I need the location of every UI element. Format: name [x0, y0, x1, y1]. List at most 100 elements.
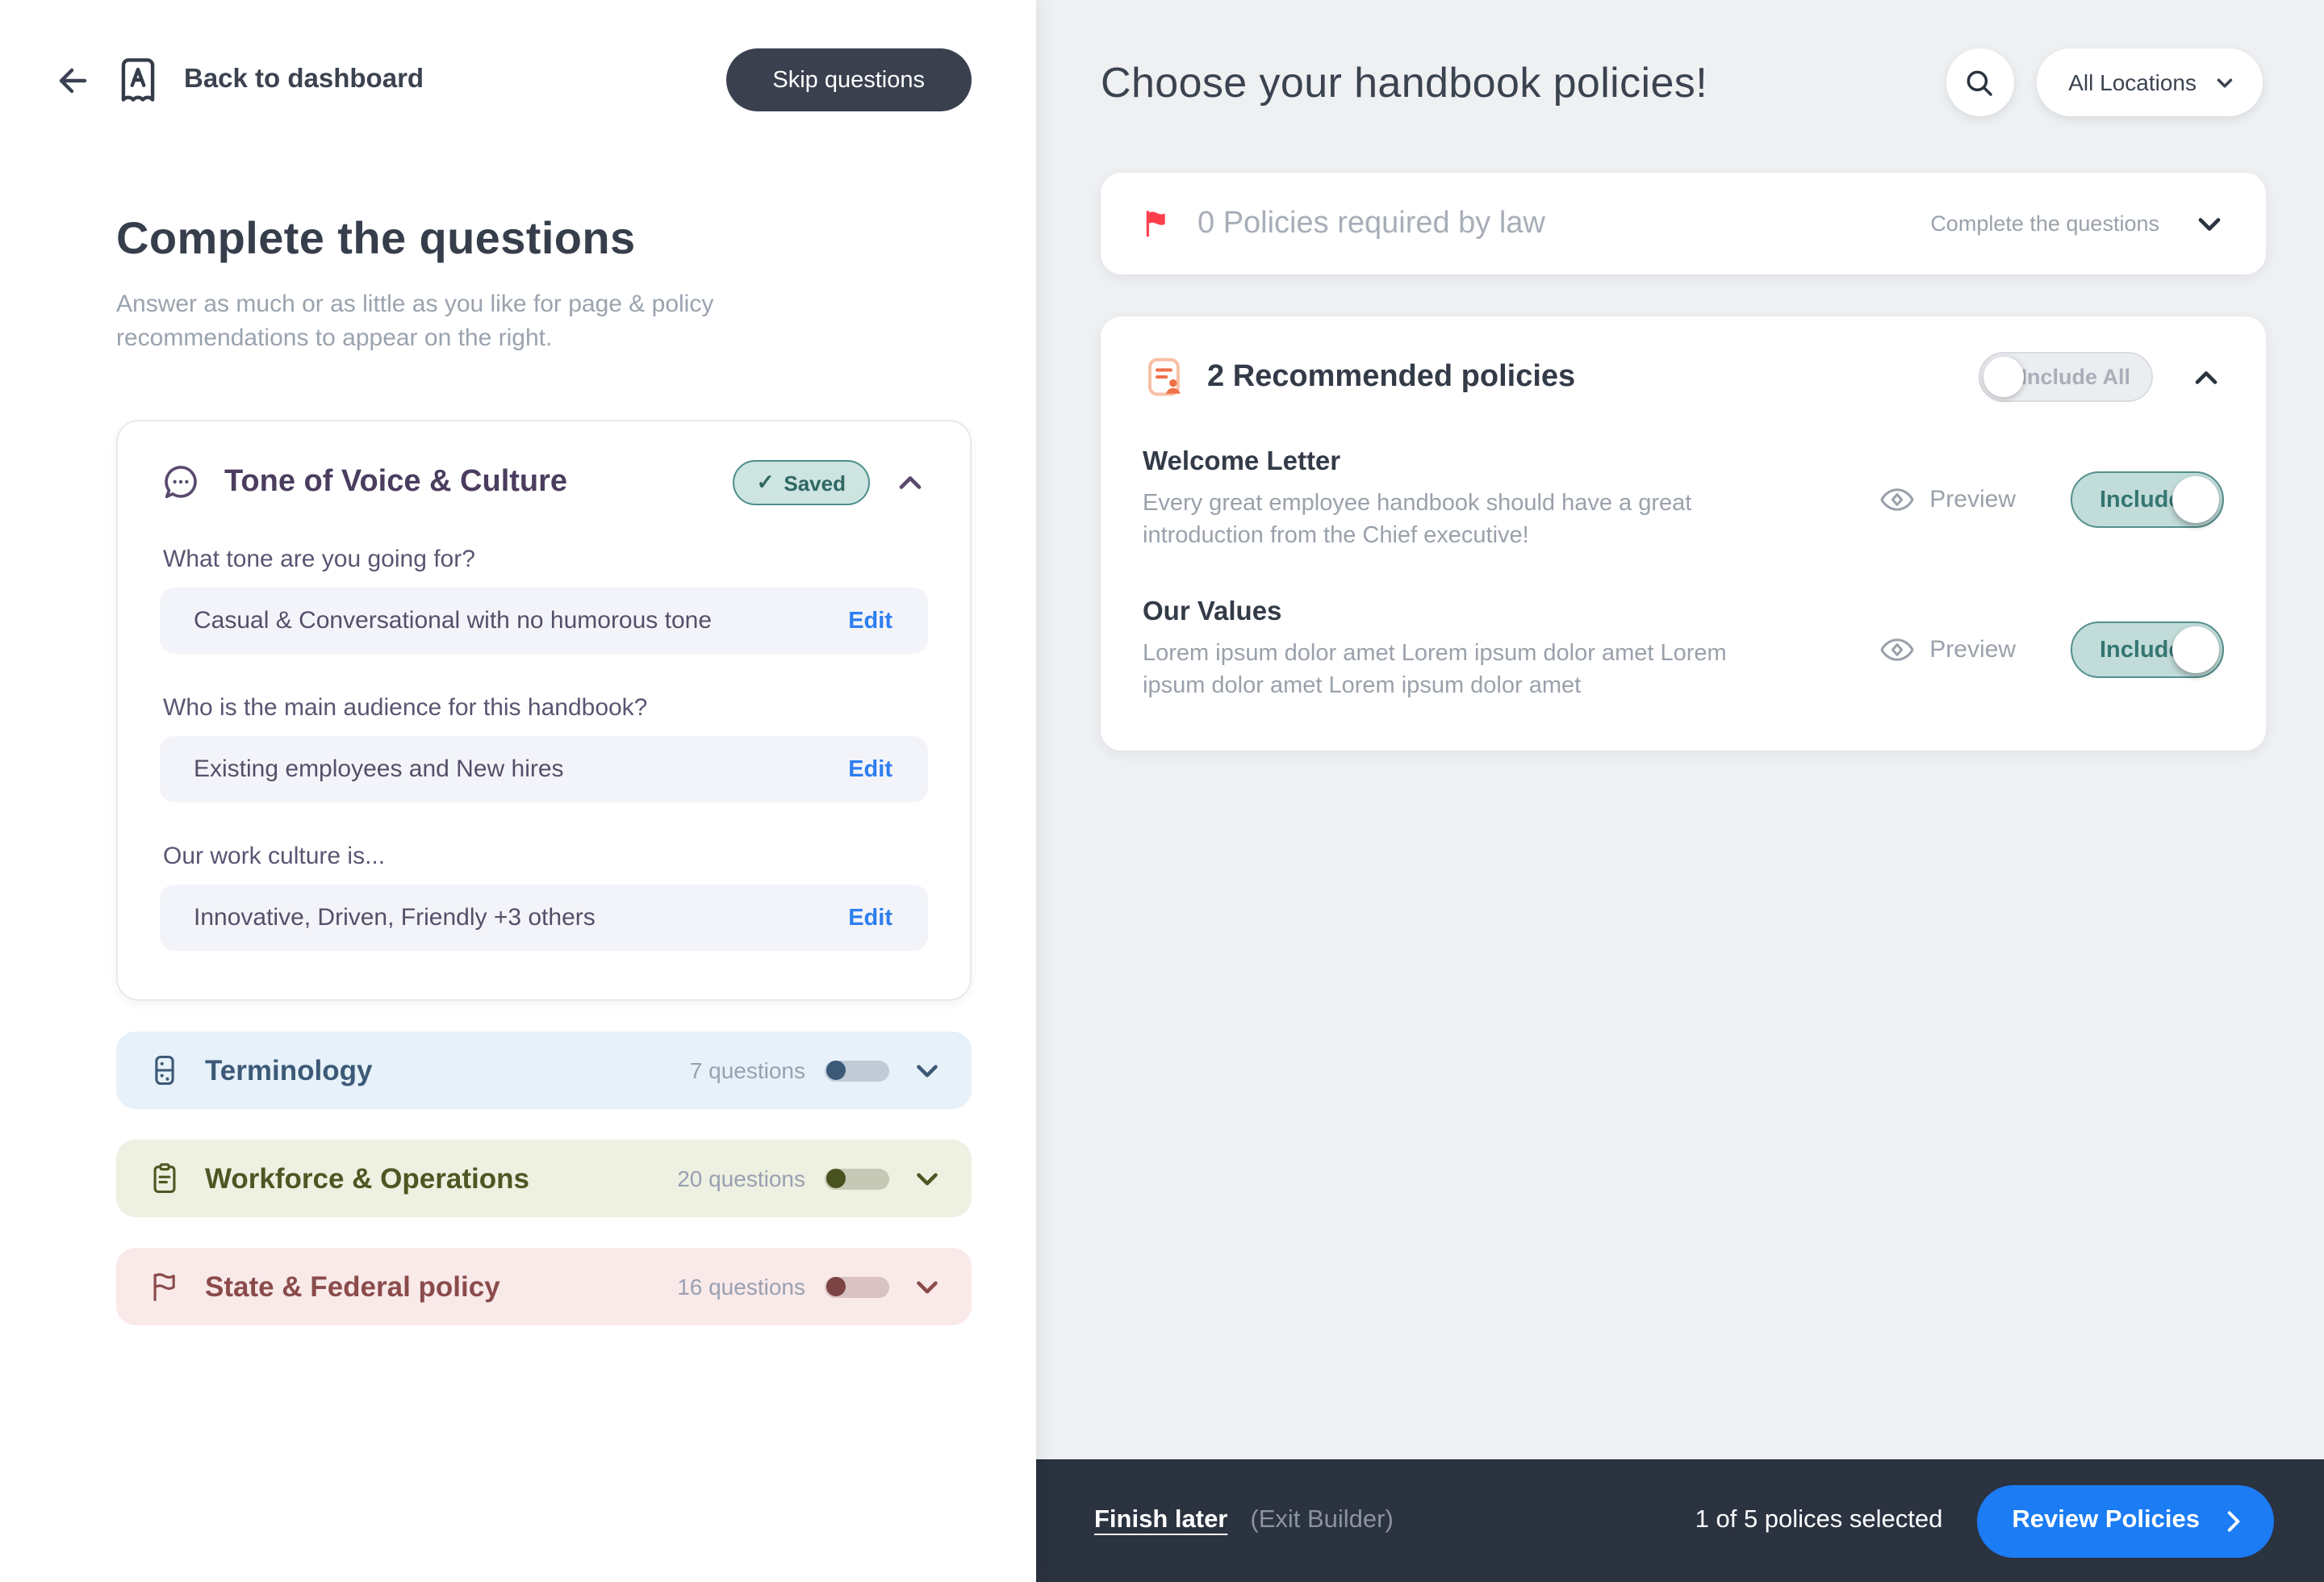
answer-value: Casual & Conversational with no humorous… [194, 607, 713, 634]
answer-value: Innovative, Driven, Friendly +3 others [194, 904, 596, 931]
policies-panel: Choose your handbook policies! All Locat… [1036, 0, 2324, 1582]
check-icon: ✓ [756, 470, 775, 494]
section-state-federal-policy[interactable]: State & Federal policy 16 questions [116, 1248, 972, 1325]
answer-row: Innovative, Driven, Friendly +3 others E… [160, 885, 928, 951]
chevron-down-icon [2217, 77, 2233, 87]
progress-pill [825, 1060, 889, 1081]
include-label: Include [2100, 487, 2182, 513]
preview-label: Preview [1929, 636, 2016, 663]
exit-builder-label: (Exit Builder) [1250, 1506, 1394, 1534]
preview-button[interactable]: Preview [1868, 479, 2025, 520]
recommended-card-title: 2 Recommended policies [1207, 359, 1576, 393]
include-all-toggle[interactable]: Include All [1979, 352, 2153, 402]
section-terminology[interactable]: Terminology 7 questions [116, 1032, 972, 1109]
question-label: What tone are you going for? [163, 546, 475, 573]
section-workforce-operations[interactable]: Workforce & Operations 20 questions [116, 1140, 972, 1217]
policy-description: Lorem ipsum dolor amet Lorem ipsum dolor… [1143, 641, 1727, 699]
eye-icon [1879, 638, 1913, 661]
section-question-count: 7 questions [689, 1057, 805, 1083]
app-logo-icon [121, 58, 155, 102]
policies-header: Choose your handbook policies! All Locat… [1101, 48, 2263, 116]
progress-pill [825, 1276, 889, 1297]
chevron-down-icon [910, 1053, 944, 1087]
footer-right-group: 1 of 5 polices selected Review Policies [1695, 1484, 2274, 1557]
chevron-right-icon [2227, 1510, 2240, 1531]
law-card-title: 0 Policies required by law [1198, 206, 1545, 240]
saved-label: Saved [784, 471, 846, 495]
chevron-down-icon [910, 1270, 944, 1304]
recommended-policies-icon [1147, 358, 1181, 396]
policy-description: Every great employee handbook should hav… [1143, 491, 1692, 549]
include-toggle-on[interactable]: Include [2071, 622, 2224, 678]
answer-row: Casual & Conversational with no humorous… [160, 588, 928, 654]
location-filter-value: All Locations [2068, 69, 2197, 95]
back-arrow-icon [59, 67, 87, 93]
policy-text: Our Values Lorem ipsum dolor amet Lorem … [1143, 597, 1788, 702]
speech-bubble-icon [165, 466, 197, 499]
toggle-knob [2172, 626, 2219, 672]
location-filter-dropdown[interactable]: All Locations [2036, 48, 2263, 116]
chevron-up-icon [2195, 370, 2217, 383]
question-group: Our work culture is... Innovative, Drive… [160, 843, 928, 951]
page-subtitle: Answer as much or as little as you like … [116, 291, 714, 352]
policy-row-our-values: Our Values Lorem ipsum dolor amet Lorem … [1143, 597, 2224, 702]
edit-button[interactable]: Edit [838, 903, 902, 932]
flag-outline-icon [153, 1273, 175, 1302]
section-question-count: 20 questions [677, 1166, 805, 1191]
section-title: State & Federal policy [205, 1270, 500, 1302]
toggle-knob [1983, 357, 2024, 397]
recommended-policies-card: 2 Recommended policies Include All Welco… [1101, 316, 2266, 751]
red-flag-icon [1146, 211, 1165, 237]
law-card-hint: Complete the questions [1930, 211, 2159, 236]
policies-controls: All Locations [1946, 48, 2263, 116]
skip-questions-button[interactable]: Skip questions [725, 48, 972, 111]
section-title: Workforce & Operations [205, 1161, 529, 1194]
clipboard-icon [153, 1163, 176, 1194]
selected-count: 1 of 5 polices selected [1695, 1506, 1943, 1534]
tone-card-title: Tone of Voice & Culture [224, 465, 568, 499]
back-label: Back to dashboard [184, 65, 424, 94]
preview-label: Preview [1929, 486, 2016, 513]
tone-card-collapse-button[interactable] [892, 465, 928, 500]
edit-button[interactable]: Edit [838, 606, 902, 635]
edit-button[interactable]: Edit [838, 755, 902, 784]
question-label: Our work culture is... [163, 843, 386, 870]
policy-text: Welcome Letter Every great employee hand… [1143, 447, 1788, 552]
policy-controls: Preview Include [1868, 471, 2224, 528]
saved-badge: ✓ Saved [732, 460, 870, 505]
answer-value: Existing employees and New hires [194, 755, 564, 783]
search-icon [1967, 69, 1992, 95]
preview-button[interactable]: Preview [1868, 630, 2025, 670]
policies-required-by-law-card[interactable]: 0 Policies required by law Complete the … [1101, 173, 2266, 274]
tone-card-header: Tone of Voice & Culture ✓ Saved [160, 460, 928, 505]
section-question-count: 16 questions [677, 1274, 805, 1300]
progress-pill [825, 1168, 889, 1189]
chevron-down-icon[interactable] [2192, 206, 2227, 241]
include-all-label: Include All [2021, 365, 2130, 389]
page-title: Complete the questions [116, 213, 636, 263]
question-group: Who is the main audience for this handbo… [160, 694, 928, 802]
answer-row: Existing employees and New hires Edit [160, 736, 928, 802]
review-policies-button[interactable]: Review Policies [1976, 1484, 2274, 1557]
policy-row-welcome-letter: Welcome Letter Every great employee hand… [1143, 447, 2224, 552]
search-button[interactable] [1946, 48, 2014, 116]
eye-icon [1879, 488, 1913, 511]
back-to-dashboard-link[interactable]: Back to dashboard [53, 55, 424, 105]
tone-of-voice-card: Tone of Voice & Culture ✓ Saved What ton… [116, 420, 972, 1001]
recommended-card-collapse-button[interactable] [2188, 359, 2224, 395]
question-group: What tone are you going for? Casual & Co… [160, 546, 928, 654]
policies-title: Choose your handbook policies! [1101, 57, 1708, 106]
question-label: Who is the main audience for this handbo… [163, 694, 648, 722]
questions-panel: Back to dashboard Skip questions Complet… [0, 0, 1036, 1582]
left-topbar: Back to dashboard Skip questions [53, 48, 972, 111]
policy-name: Our Values [1143, 597, 1282, 626]
policy-controls: Preview Include [1868, 622, 2224, 678]
include-label: Include [2100, 637, 2182, 663]
questions-column: Complete the questions Answer as much or… [116, 213, 972, 1325]
include-toggle-on[interactable]: Include [2071, 471, 2224, 528]
chevron-up-icon [899, 476, 922, 489]
toggle-knob [2172, 475, 2219, 522]
finish-later-link[interactable]: Finish later [1085, 1505, 1237, 1537]
recommended-card-header: 2 Recommended policies Include All [1143, 352, 2224, 402]
